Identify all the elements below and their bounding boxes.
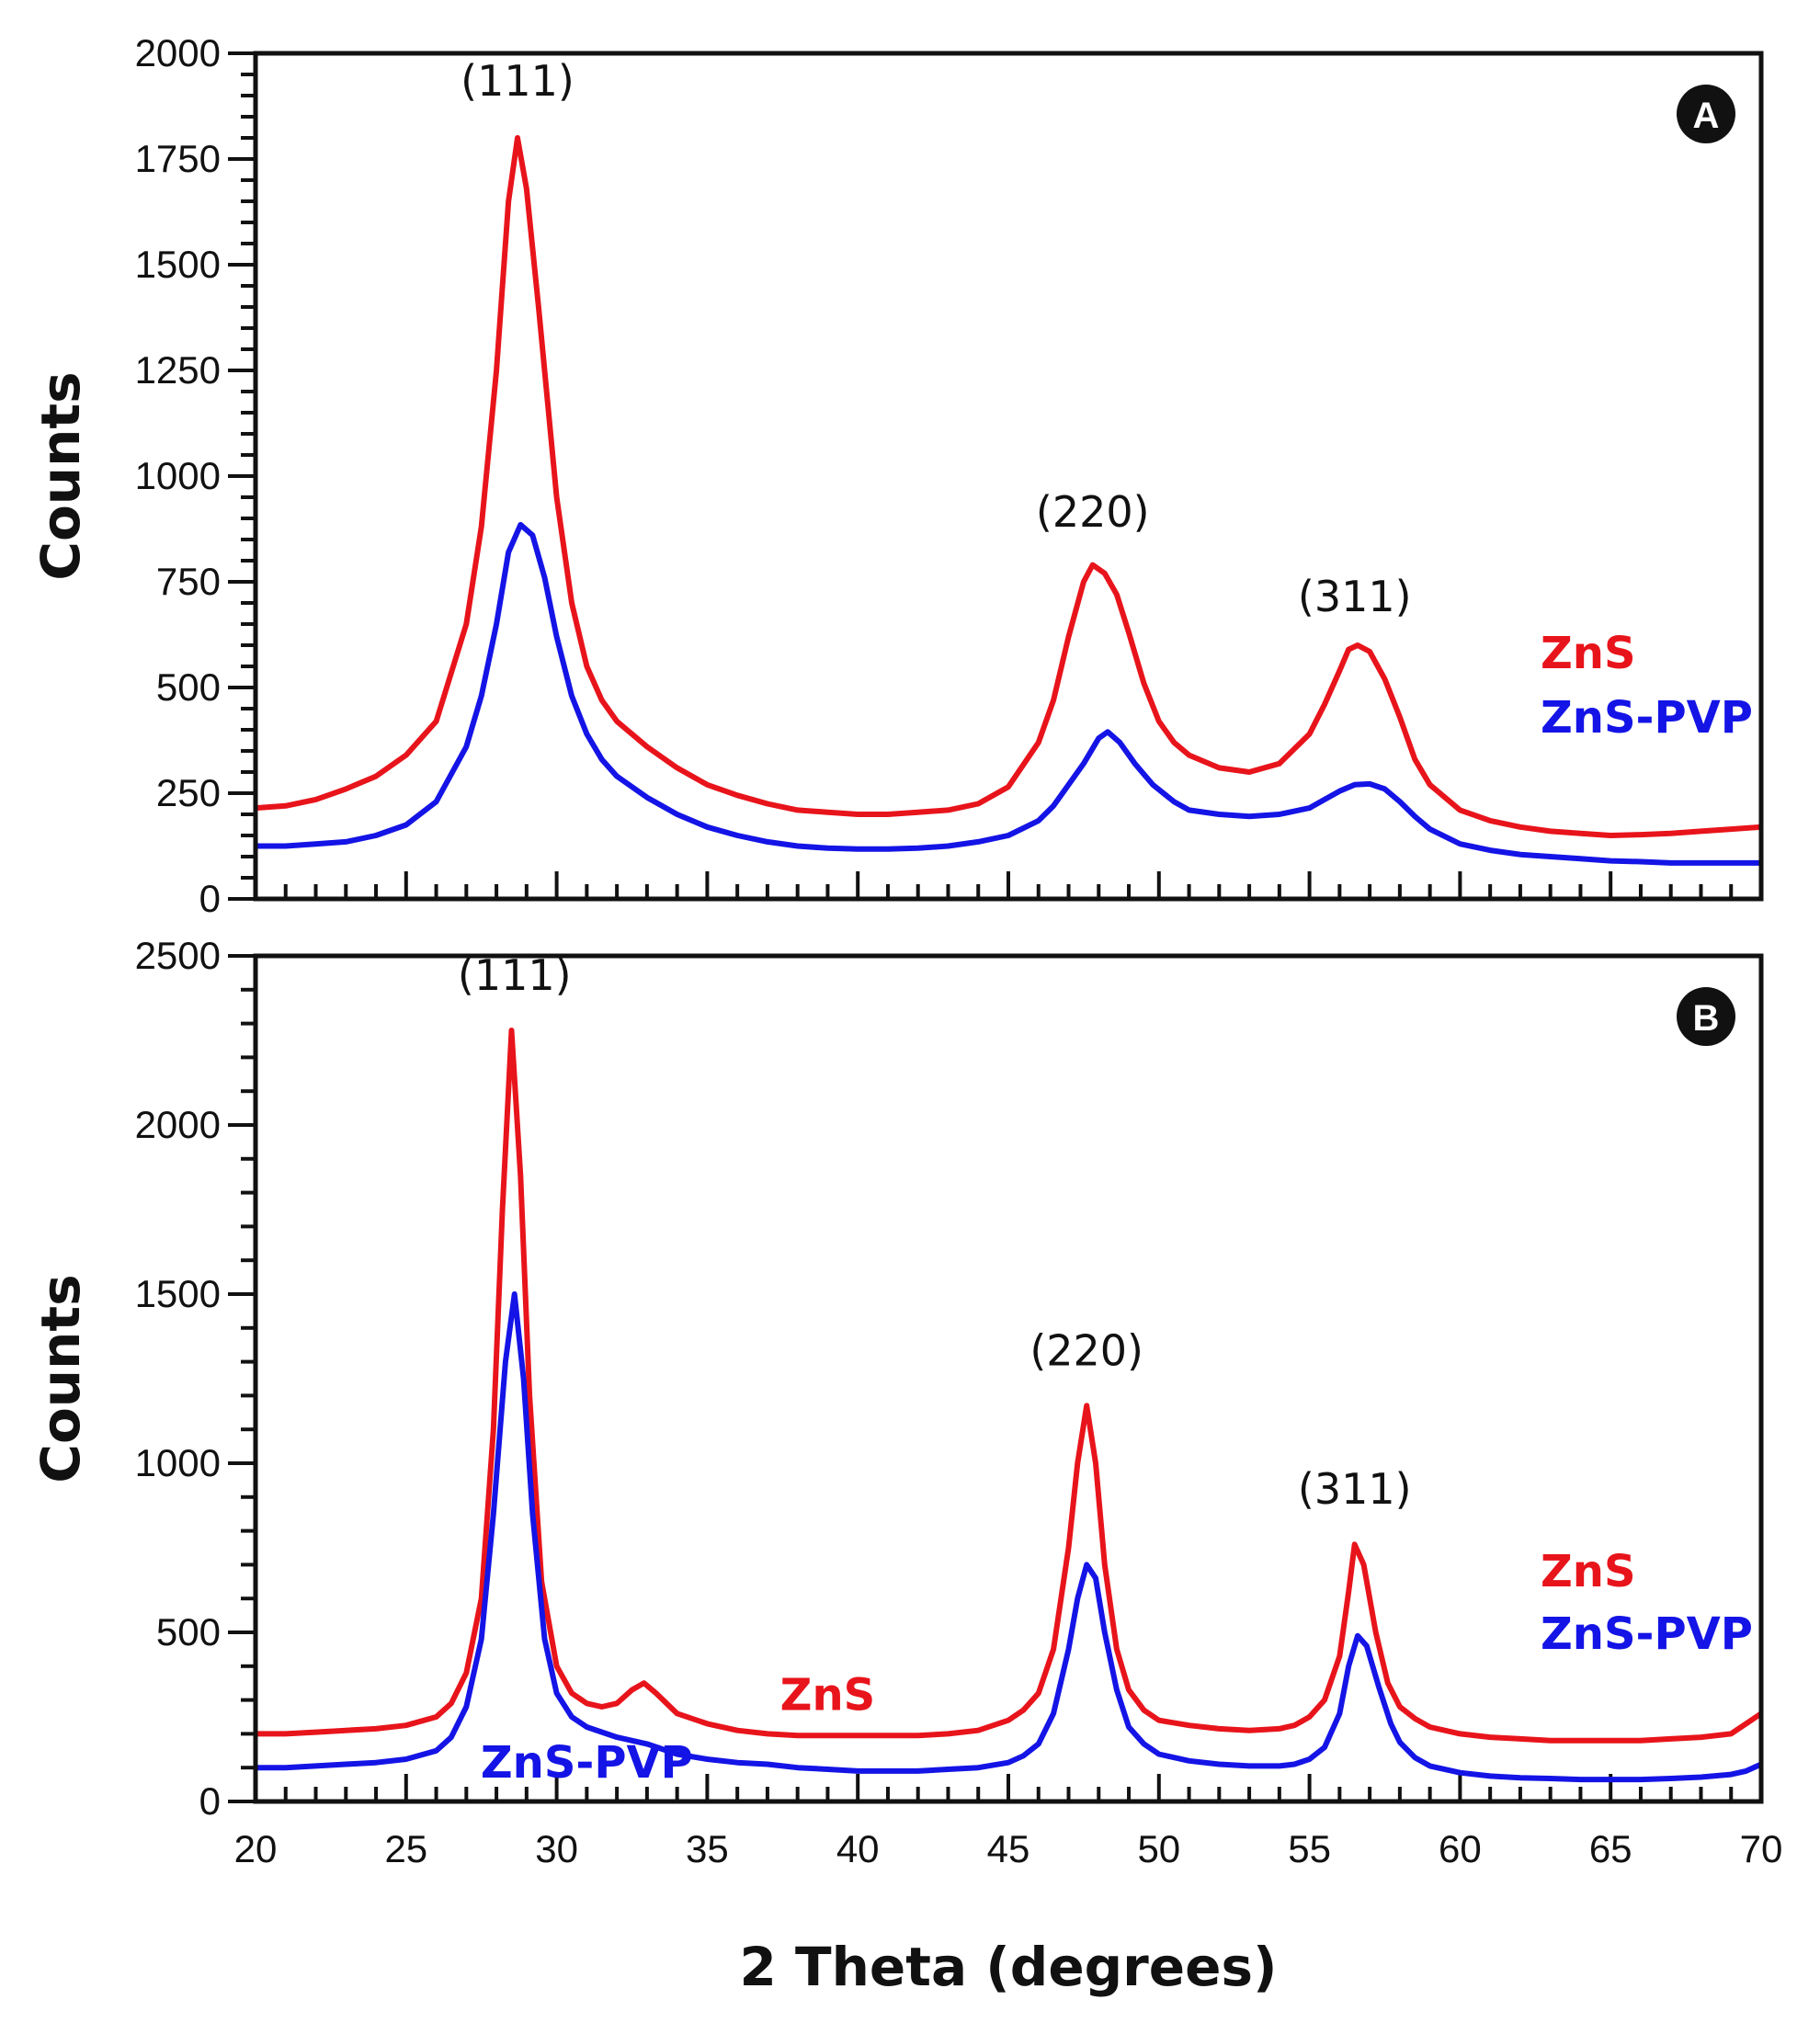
panel-a-y-tick-labels: 0 250 500 750 1000 1250 1500 1750 2000: [135, 31, 221, 920]
panel-b-x-tick-label: 65: [1589, 1827, 1632, 1870]
panel-b-peak-label: (220): [1029, 1325, 1143, 1375]
panel-b-y-tick-label: 500: [156, 1610, 221, 1653]
panel-b-x-tick-label: 55: [1288, 1827, 1331, 1870]
panel-a-y-tick-label: 0: [199, 877, 221, 920]
panel-b-x-tick-label: 25: [384, 1827, 427, 1870]
panel-b-x-tick-label: 70: [1740, 1827, 1783, 1870]
panel-b-peak-label: (111): [458, 950, 572, 1000]
panel-a-y-tick-label: 1500: [135, 243, 221, 286]
panel-b-badge-circle: [1677, 987, 1735, 1046]
panel-a-badge-circle: [1677, 85, 1735, 143]
panel-a-badge: A: [1677, 85, 1735, 143]
panel-b-x-tick-labels: 20 25 30 35 40 45 50 55 60 65 70: [234, 1827, 1783, 1870]
panel-a-y-tick-label: 1000: [135, 454, 221, 497]
panel-b-x-tick-label: 40: [836, 1827, 880, 1870]
panel-a-frame: [253, 51, 1764, 902]
panel-a-legend-zns-pvp: ZnS-PVP: [1541, 692, 1753, 744]
panel-b-series: [256, 1028, 1763, 1783]
panel-b-y-tick-label: 2500: [135, 934, 221, 977]
panel-b-y-axis-title: Counts: [29, 1274, 92, 1483]
panel-a-y-tick-label: 750: [156, 560, 221, 603]
panel-b-x-tick-label: 45: [987, 1827, 1030, 1870]
panel-b-series-zns-line: [256, 1028, 1763, 1744]
panel-b-peak-label: (311): [1298, 1464, 1412, 1514]
panel-b-badge-label: B: [1693, 998, 1720, 1039]
panel-a-peak-labels: (111) (220) (311): [461, 56, 1411, 621]
panel-a: 0 250 500 750 1000 1250 1500 1750 2000 (111) (220…: [29, 31, 1764, 920]
panel-b-series-zns-pvp-line: [256, 1291, 1763, 1783]
panel-a-legend: ZnS ZnS-PVP: [1541, 628, 1753, 744]
panel-b-x-tick-label: 50: [1137, 1827, 1180, 1870]
panel-a-y-tick-label: 500: [156, 665, 221, 709]
panel-a-series: [255, 135, 1762, 866]
panel-b-legend-zns: ZnS: [1541, 1546, 1636, 1597]
panel-b-badge: B: [1677, 987, 1735, 1046]
panel-b-legend-zns-pvp: ZnS-PVP: [1541, 1608, 1753, 1660]
panel-b-inline-label-zns-pvp: ZnS-PVP: [481, 1737, 693, 1789]
panel-a-series-zns-line: [255, 135, 1762, 838]
panel-a-y-tick-label: 2000: [135, 31, 221, 74]
panel-b-x-tick-label: 35: [686, 1827, 729, 1870]
panel-b-x-tick-label: 30: [535, 1827, 578, 1870]
panel-b-inline-label-zns: ZnS: [780, 1670, 876, 1722]
panel-b-y-tick-labels: 0 500 1000 1500 2000 2500: [135, 934, 221, 1823]
panel-b-frame: [253, 953, 1764, 1804]
panel-a-peak-label: (220): [1036, 487, 1150, 537]
panel-b-y-tick-label: 1500: [135, 1272, 221, 1315]
panel-b-inline-labels: ZnS ZnS-PVP: [481, 1670, 875, 1790]
panel-a-badge-label: A: [1693, 96, 1720, 136]
panel-a-y-tick-label: 250: [156, 771, 221, 814]
x-axis-title: 2 Theta (degrees): [740, 1936, 1278, 1998]
panel-a-y-axis-title: Counts: [29, 371, 92, 580]
panel-b-ticks: [228, 954, 1763, 1803]
panel-b-y-tick-label: 1000: [135, 1441, 221, 1484]
panel-b-legend: ZnS ZnS-PVP: [1541, 1546, 1753, 1660]
panel-b-y-tick-label: 0: [199, 1779, 221, 1823]
panel-b-peak-labels: (111) (220) (311): [458, 950, 1412, 1514]
panel-b-y-tick-label: 2000: [135, 1103, 221, 1146]
panel-b: 0 500 1000 1500 2000 2500 20 25 30 35 40 45 50 55 60 6…: [29, 934, 1782, 1870]
panel-a-y-tick-label: 1250: [135, 348, 221, 392]
panel-b-x-tick-label: 20: [234, 1827, 278, 1870]
panel-a-peak-label: (111): [461, 56, 574, 106]
panel-a-legend-zns: ZnS: [1541, 628, 1636, 679]
panel-a-peak-label: (311): [1298, 572, 1412, 621]
panel-a-series-zns-pvp-line: [256, 521, 1761, 866]
panel-a-ticks: [228, 51, 1763, 901]
panel-a-y-tick-label: 1750: [135, 137, 221, 180]
panel-b-x-tick-label: 60: [1439, 1827, 1482, 1870]
